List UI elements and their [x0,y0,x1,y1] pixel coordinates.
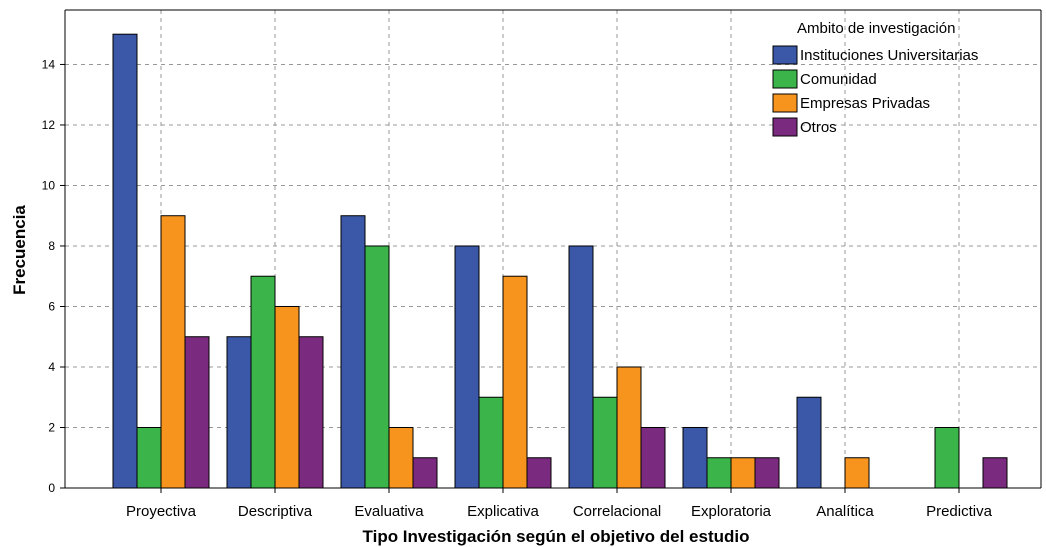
bar [526,457,552,489]
bar [136,426,162,489]
grid-layer [65,10,1041,488]
bar [454,245,480,489]
bar [640,426,666,489]
bar [616,366,642,489]
y-tick-label: 6 [48,299,55,313]
y-tick-label: 2 [48,420,55,434]
x-tick-label: Predictiva [926,503,993,520]
bar [982,457,1008,489]
x-tick-label: Descriptiva [238,503,313,520]
x-axis-title: Tipo Investigación según el objetivo del… [363,527,750,546]
legend-swatch [772,69,798,89]
bar [568,245,594,489]
axis-layer: 0 2 4 6 8 10 12 14 Proyectiva Descriptiva Evaluati… [42,9,1042,520]
legend: Ambito de investigación Instituciones Uni… [772,20,978,137]
bar [796,396,822,489]
bar [364,245,390,489]
y-tick-label: 14 [42,57,56,71]
x-tick-label: Exploratoria [691,503,772,520]
y-axis-title: Frecuencia [10,205,29,295]
x-tick-label: Correlacional [573,503,661,520]
bar [298,336,324,489]
bar [934,426,960,489]
x-tick-label: Evaluativa [354,503,424,520]
bar [730,457,756,489]
bar [340,215,366,489]
bar [412,457,438,489]
x-tick-label: Explicativa [467,503,539,520]
y-tick-label: 0 [48,481,55,495]
legend-label: Otros [800,119,837,136]
legend-label: Empresas Privadas [800,95,930,112]
y-tick-label: 4 [48,360,55,374]
bar [502,275,528,489]
bar-layer [112,33,1008,489]
bar [478,396,504,489]
x-tick-label: Proyectiva [126,503,197,520]
legend-label: Comunidad [800,71,877,88]
bar [250,275,276,489]
y-tick-label: 12 [42,118,56,132]
bar [682,426,708,489]
bar [184,336,210,489]
y-tick-label: 10 [42,178,56,192]
legend-title: Ambito de investigación [797,20,955,37]
bar [112,33,138,489]
bar [754,457,780,489]
y-tick-label: 8 [48,239,55,253]
legend-label: Instituciones Universitarias [800,47,978,64]
plot-background [65,10,1041,488]
bar [592,396,618,489]
legend-swatch [772,117,798,137]
legend-swatch [772,93,798,113]
bar [226,336,252,489]
x-tick-label: Analítica [816,503,874,520]
bar [274,305,300,489]
legend-swatch [772,45,798,65]
bar [388,426,414,489]
bar [844,457,870,489]
bar [706,457,732,489]
bar [160,215,186,489]
